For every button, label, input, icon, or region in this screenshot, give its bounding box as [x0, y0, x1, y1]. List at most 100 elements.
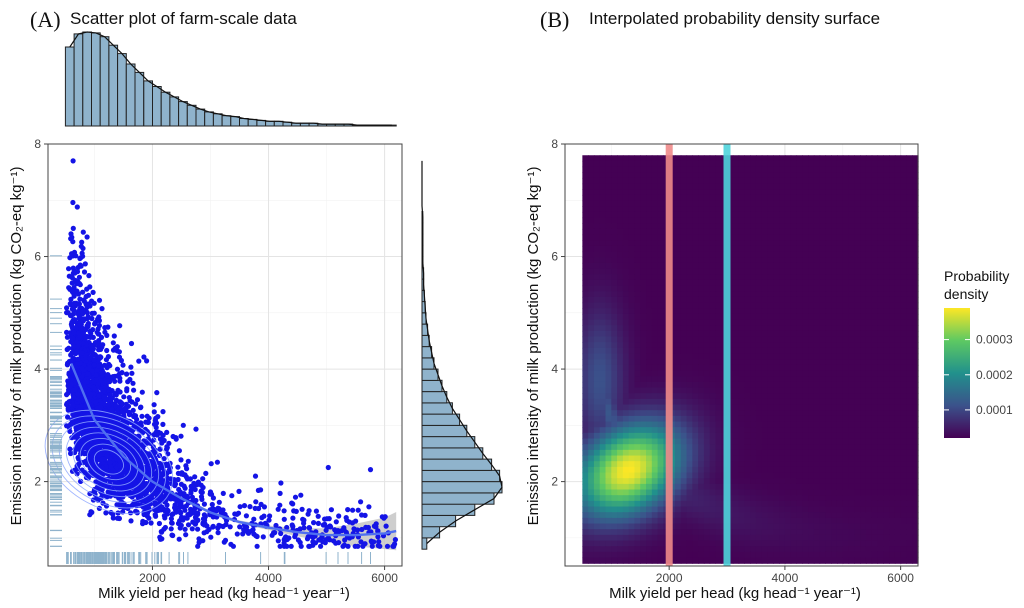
density-cell — [831, 166, 838, 173]
density-cell — [686, 206, 693, 213]
density-cell — [744, 155, 751, 162]
density-cell — [813, 245, 821, 253]
data-point — [254, 543, 260, 549]
density-cell — [877, 251, 884, 258]
histogram-bar — [421, 368, 439, 381]
histogram-bar — [421, 447, 484, 460]
density-cell — [634, 279, 641, 287]
density-cell — [865, 245, 873, 253]
data-point — [117, 389, 123, 395]
density-cell — [622, 189, 630, 196]
density-cell — [790, 172, 798, 179]
density-cell — [686, 262, 693, 270]
data-point — [155, 414, 161, 420]
density-cell — [750, 257, 757, 264]
density-cell — [842, 160, 850, 168]
data-point — [201, 530, 207, 536]
data-point — [86, 444, 92, 451]
density-cell — [819, 177, 827, 185]
histogram-bar — [125, 63, 136, 127]
density-cell — [680, 177, 688, 185]
data-point — [127, 376, 133, 383]
density-cell — [709, 257, 717, 264]
density-cell — [860, 160, 867, 168]
density-cell — [836, 262, 844, 270]
data-point — [185, 522, 192, 528]
density-cell — [750, 234, 757, 241]
density-cell — [744, 206, 751, 213]
density-cell — [634, 223, 641, 230]
density-cell — [651, 155, 659, 162]
density-cell — [784, 166, 792, 173]
density-cell — [819, 274, 827, 281]
data-point — [88, 343, 94, 349]
data-point — [328, 507, 334, 513]
data-point — [209, 501, 215, 508]
data-point — [300, 516, 306, 522]
density-cell — [703, 194, 711, 202]
density-cell — [900, 268, 908, 275]
density-cell — [877, 189, 884, 196]
density-cell — [738, 189, 745, 196]
data-point — [358, 539, 364, 545]
data-point — [251, 516, 257, 522]
density-cell — [819, 285, 827, 292]
density-cell — [651, 240, 659, 247]
density-cell — [767, 177, 774, 185]
density-cell — [750, 279, 757, 287]
density-cell — [599, 228, 607, 236]
density-cell — [877, 274, 884, 281]
data-point — [320, 522, 326, 528]
density-cell — [796, 234, 803, 241]
density-cell — [813, 257, 821, 264]
density-cell — [703, 285, 711, 292]
density-cell — [883, 177, 890, 185]
density-cell — [831, 155, 838, 162]
density-cell — [588, 183, 595, 190]
density-cell — [773, 257, 780, 264]
density-cell — [779, 245, 786, 253]
density-cell — [871, 206, 879, 213]
data-point — [155, 469, 161, 475]
density-cell — [605, 240, 612, 247]
density-cell — [854, 279, 861, 287]
data-point — [90, 327, 96, 333]
density-cell — [651, 194, 659, 202]
density-cell — [582, 240, 589, 247]
histogram-bar — [265, 120, 275, 127]
data-point — [96, 363, 102, 369]
density-cell — [588, 268, 595, 275]
data-point — [80, 367, 86, 373]
density-cell — [738, 245, 745, 253]
density-cell — [854, 240, 861, 247]
density-cell — [761, 274, 769, 281]
density-cell — [802, 172, 809, 179]
data-point — [196, 539, 202, 546]
data-point — [96, 297, 103, 303]
density-cell — [860, 217, 867, 224]
density-cell — [889, 160, 896, 168]
density-cell — [732, 285, 740, 292]
data-point — [358, 499, 364, 505]
density-cell — [831, 189, 838, 196]
density-cell — [836, 166, 844, 173]
density-cell — [767, 279, 774, 287]
density-cell — [651, 211, 659, 219]
density-cell — [877, 217, 884, 224]
density-cell — [599, 223, 607, 230]
density-cell — [836, 251, 844, 258]
density-cell — [860, 194, 867, 202]
data-point — [128, 364, 134, 370]
density-cell — [871, 172, 879, 179]
density-cell — [784, 172, 792, 179]
density-cell — [883, 262, 890, 270]
density-cell — [819, 228, 827, 236]
density-cell — [836, 189, 844, 196]
density-cell — [779, 211, 786, 219]
data-point — [201, 522, 207, 528]
density-cell — [854, 234, 861, 241]
density-cell — [755, 240, 763, 247]
density-cell — [883, 245, 890, 253]
density-cell — [582, 206, 589, 213]
data-point — [67, 446, 73, 452]
